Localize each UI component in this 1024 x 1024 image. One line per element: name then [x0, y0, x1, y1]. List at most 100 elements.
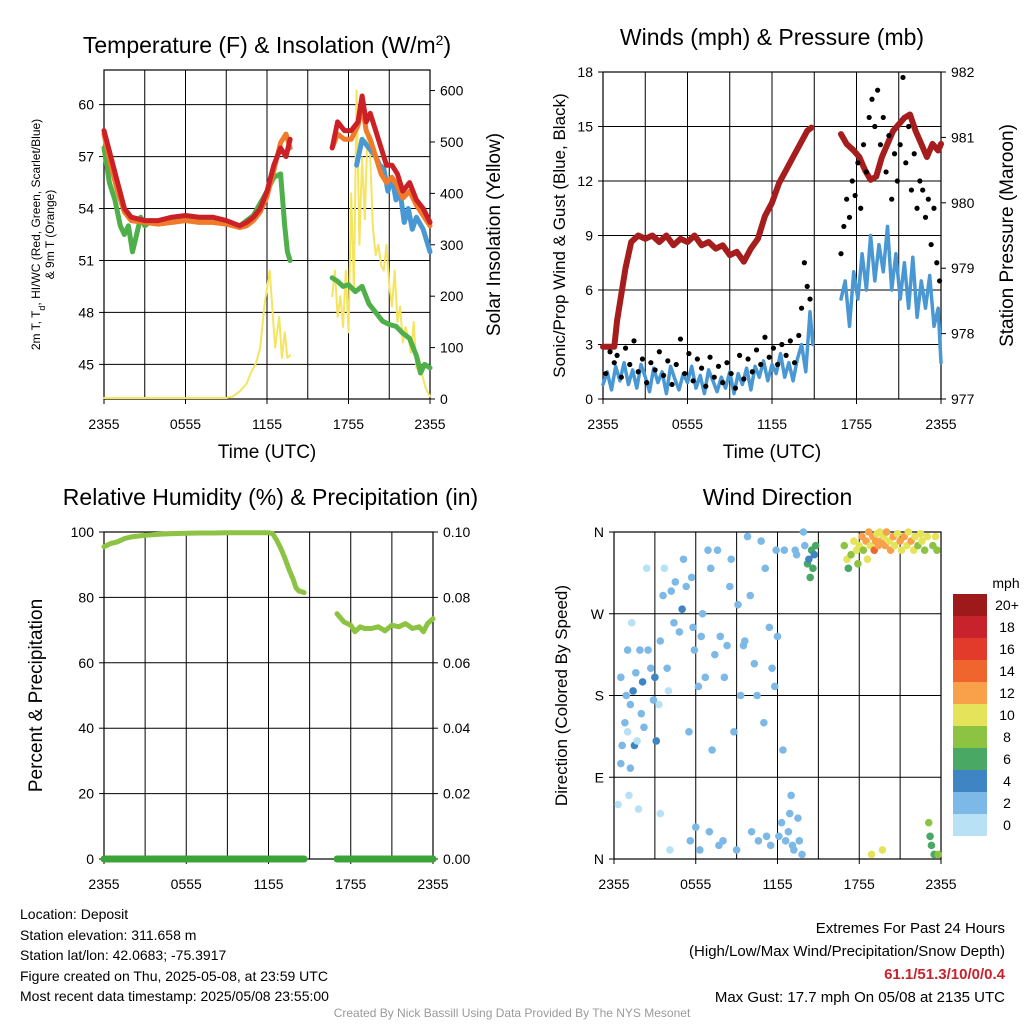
- pressure-y-axis-label: Station Pressure (Maroon): [997, 124, 1018, 347]
- gust-point: [745, 356, 751, 362]
- gust-point: [897, 142, 903, 148]
- direction-point: [794, 814, 802, 822]
- gust-point: [779, 341, 785, 348]
- direction-point: [618, 741, 626, 750]
- temp-x-tick-label: 1755: [333, 416, 364, 432]
- direction-point: [670, 619, 678, 627]
- gust-point: [673, 361, 679, 368]
- speed-legend-swatch: [953, 748, 987, 770]
- gust-point: [908, 187, 915, 193]
- location-text: Location: Deposit: [20, 906, 129, 922]
- gust-point: [652, 367, 658, 373]
- direction-point: [878, 846, 887, 854]
- temperature-series-line: [329, 275, 433, 376]
- direction-point: [689, 623, 697, 632]
- gust-point: [903, 160, 909, 166]
- gust-point: [807, 296, 813, 302]
- direction-point: [694, 682, 703, 691]
- winds-y-tick-label: 6: [585, 282, 593, 298]
- direction-point: [736, 691, 745, 700]
- direction-point: [679, 555, 688, 564]
- humidity-chart-title: Relative Humidity (%) & Precipitation (i…: [63, 484, 478, 510]
- gust-point: [603, 370, 609, 377]
- direction-point: [810, 550, 819, 559]
- winds-y-right-tick-label: 982: [951, 64, 975, 80]
- humidity-x-tick-label: 2355: [417, 876, 448, 892]
- speed-legend-swatch: [953, 726, 987, 748]
- humidity-y-right-tick-label: 0.08: [443, 589, 470, 605]
- direction-point: [773, 632, 782, 641]
- winds-y-right-tick-label: 980: [951, 195, 975, 211]
- gust-point: [900, 74, 906, 81]
- direction-point: [622, 691, 631, 700]
- gust-point: [894, 178, 900, 184]
- temperature-chart: 2355 0555 1155 1755 235545485154576001002003…: [29, 32, 505, 463]
- gust-point: [886, 132, 892, 139]
- gust-point: [922, 214, 929, 220]
- ylabel-subscript: d: [37, 306, 47, 311]
- direction-point: [701, 673, 710, 682]
- humidity-y-right-tick-label: 0.00: [443, 851, 470, 867]
- direction-point: [634, 805, 643, 813]
- ylabel-part: 2m T, T: [29, 310, 43, 350]
- speed-legend-label: 18: [999, 619, 1015, 635]
- direction-point: [723, 641, 731, 650]
- gust-point: [891, 151, 898, 157]
- direction-point: [850, 537, 858, 545]
- humidity-y-tick-label: 0: [86, 851, 94, 867]
- gust-point: [936, 278, 943, 284]
- gust-point: [698, 365, 705, 371]
- winds-y-right-tick-label: 981: [951, 129, 975, 145]
- temperature-y-axis-label-line2: & 9m T (Orange): [43, 190, 57, 280]
- recent-data-text: Most recent data timestamp: 2025/05/08 2…: [20, 988, 329, 1004]
- humidity-y-tick-label: 40: [78, 720, 94, 736]
- gust-point: [728, 370, 734, 377]
- gust-point: [703, 383, 709, 389]
- direction-x-tick-label: 0555: [680, 876, 711, 892]
- temp-y-tick-label: 54: [78, 201, 94, 217]
- gust-point: [707, 354, 713, 360]
- temperature-y-axis-label: 2m T, Td, HI/WC (Red, Green, Scarlet/Blu…: [29, 119, 47, 350]
- title-close: ): [443, 32, 451, 58]
- direction-point: [863, 555, 872, 564]
- direction-point: [927, 841, 936, 850]
- direction-y-tick-label: S: [595, 688, 604, 704]
- direction-point: [711, 650, 719, 659]
- direction-point: [667, 587, 676, 595]
- speed-legend-swatch: [953, 682, 987, 704]
- gust-point: [690, 378, 696, 384]
- speed-legend-label: 2: [1003, 795, 1011, 811]
- direction-point: [633, 737, 641, 745]
- humidity-x-tick-label: 1755: [335, 876, 366, 892]
- direction-point: [623, 646, 632, 654]
- speed-legend-label: 14: [999, 663, 1015, 679]
- title-main: Temperature (F) & Insolation (W/m: [83, 32, 436, 58]
- gust-point: [631, 338, 637, 344]
- gust-point: [804, 283, 810, 289]
- direction-point: [761, 564, 770, 573]
- pressure-line: [838, 111, 944, 183]
- gust-point: [920, 187, 926, 193]
- direction-y-tick-label: N: [594, 851, 604, 867]
- direction-point: [920, 546, 929, 554]
- direction-point: [926, 832, 934, 841]
- gust-point: [849, 178, 855, 184]
- speed-legend-swatch: [953, 660, 987, 682]
- gust-point: [618, 374, 624, 380]
- wind-direction-chart-title: Wind Direction: [703, 484, 853, 510]
- gust-point: [686, 350, 692, 357]
- gust-point: [914, 205, 920, 211]
- temp-y-right-tick-label: 300: [440, 237, 464, 253]
- gust-point: [635, 369, 641, 375]
- direction-point: [753, 691, 761, 700]
- direction-y-axis-label: Direction (Colored By Speed): [552, 585, 571, 806]
- temp-y-right-tick-label: 500: [440, 134, 464, 150]
- winds-y-tick-label: 15: [577, 119, 593, 135]
- humidity-y-axis-label: Percent & Precipitation: [26, 599, 47, 792]
- direction-point: [806, 573, 814, 582]
- gust-point: [644, 380, 650, 386]
- winds-y-axis-label: Sonic/Prop Wind & Gust (Blue, Black): [550, 93, 569, 377]
- speed-legend-label: 16: [999, 641, 1015, 657]
- direction-point: [747, 827, 756, 836]
